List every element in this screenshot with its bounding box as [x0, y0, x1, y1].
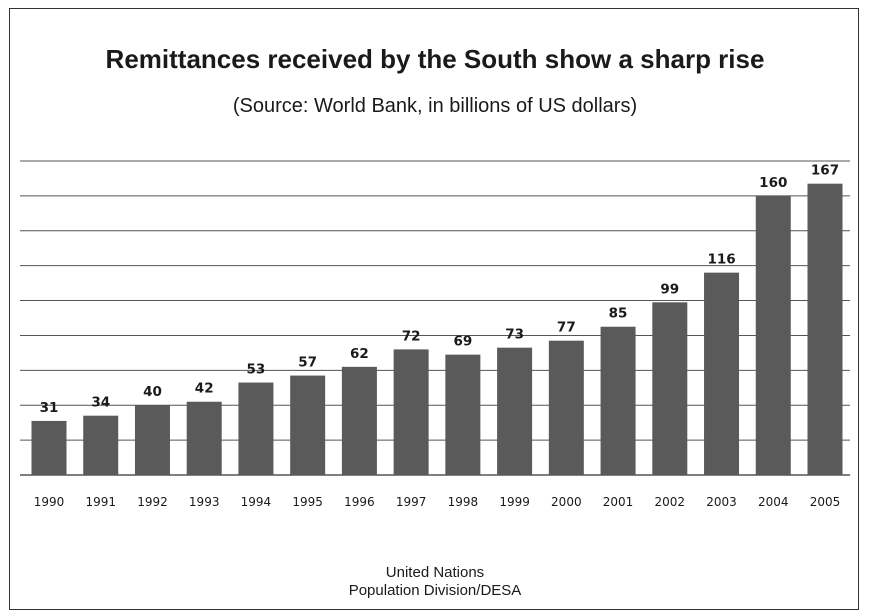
- footer-line-1: United Nations: [385, 564, 485, 581]
- footer-line-2: Population Division/DESA: [348, 582, 522, 599]
- data-label-1993: 42: [195, 381, 214, 397]
- bar-1992: [134, 405, 170, 475]
- chart-title: Remittances received by the South show a…: [105, 44, 765, 74]
- bars: [31, 183, 843, 475]
- data-label-1990: 31: [40, 400, 59, 416]
- x-tick-labels: 1990 1991 1992 1993 1994 1995 1996 1997 1998 1999…: [34, 495, 841, 509]
- data-label-2002: 99: [660, 281, 679, 297]
- x-tick-2000: 2000: [551, 495, 582, 509]
- data-label-2004: 160: [759, 175, 787, 191]
- footer-credit: United Nations Population Division/DESA: [0, 564, 870, 600]
- data-labels: 31 34 40 42 53 57 62 72 69 73 77 85 99 116 160 167: [40, 163, 839, 416]
- data-label-2001: 85: [609, 306, 628, 322]
- x-tick-1990: 1990: [34, 495, 65, 509]
- data-label-2000: 77: [557, 320, 576, 336]
- data-label-1998: 69: [453, 334, 472, 350]
- data-label-2005: 167: [811, 163, 839, 179]
- x-tick-1995: 1995: [292, 495, 323, 509]
- bar-2003: [704, 272, 740, 475]
- bar-1995: [290, 375, 326, 475]
- bar-2005: [807, 183, 843, 475]
- bar-2002: [652, 302, 688, 475]
- bar-1994: [238, 382, 274, 475]
- data-label-2003: 116: [707, 252, 735, 268]
- bar-2004: [755, 195, 791, 475]
- x-tick-1991: 1991: [85, 495, 116, 509]
- data-label-1991: 34: [91, 395, 110, 411]
- data-label-1999: 73: [505, 327, 524, 343]
- x-tick-1998: 1998: [448, 495, 479, 509]
- x-tick-1994: 1994: [241, 495, 272, 509]
- data-label-1996: 62: [350, 346, 369, 362]
- bar-2000: [548, 340, 584, 475]
- x-tick-1992: 1992: [137, 495, 168, 509]
- x-tick-1996: 1996: [344, 495, 375, 509]
- data-label-1995: 57: [298, 355, 317, 371]
- bar-1993: [186, 401, 222, 475]
- data-label-1992: 40: [143, 384, 162, 400]
- x-tick-1993: 1993: [189, 495, 220, 509]
- x-tick-1999: 1999: [499, 495, 530, 509]
- x-tick-2003: 2003: [706, 495, 737, 509]
- x-tick-2005: 2005: [810, 495, 841, 509]
- bar-1991: [83, 415, 119, 475]
- chart-subtitle: (Source: World Bank, in billions of US d…: [232, 95, 638, 117]
- bar-1999: [497, 347, 533, 475]
- data-label-1994: 53: [247, 362, 266, 378]
- bar-1998: [445, 354, 481, 475]
- bar-1990: [31, 420, 67, 475]
- bar-1996: [341, 366, 377, 475]
- x-tick-1997: 1997: [396, 495, 427, 509]
- data-label-1997: 72: [402, 328, 421, 344]
- x-tick-2002: 2002: [655, 495, 686, 509]
- bar-1997: [393, 349, 429, 475]
- bar-2001: [600, 326, 636, 475]
- x-tick-2004: 2004: [758, 495, 789, 509]
- x-tick-2001: 2001: [603, 495, 634, 509]
